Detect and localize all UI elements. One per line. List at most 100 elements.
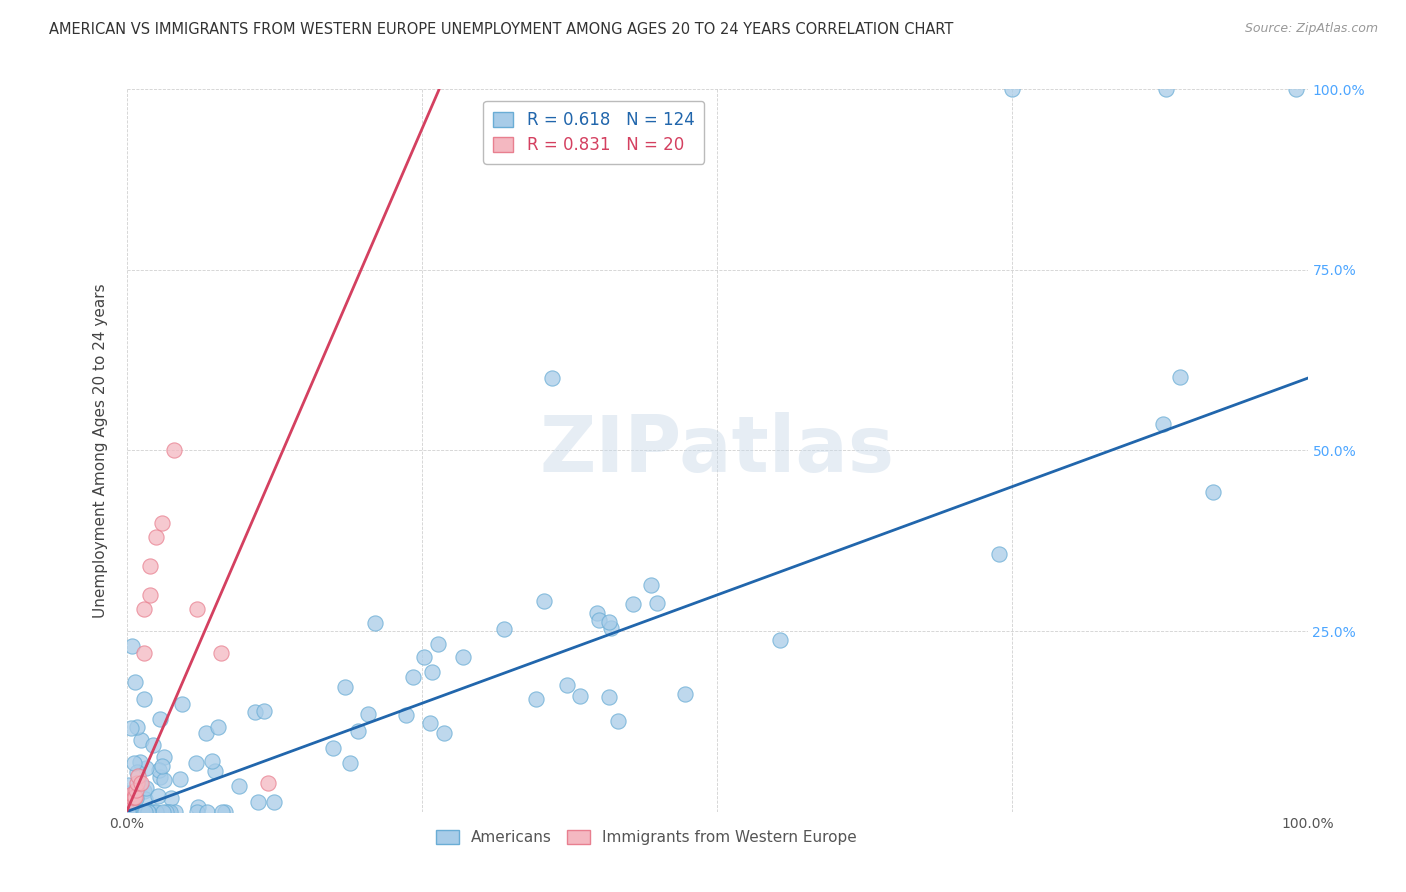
Point [204, 764, 226, 778]
Point [121, 805, 143, 819]
Point [186, 602, 208, 616]
Point [1168, 370, 1191, 384]
Point [121, 639, 143, 653]
Point [134, 784, 156, 798]
Point [121, 787, 143, 801]
Point [153, 773, 176, 788]
Point [117, 778, 139, 792]
Point [598, 615, 620, 629]
Point [186, 800, 208, 814]
Point [149, 712, 172, 726]
Point [1201, 485, 1223, 500]
Point [555, 678, 578, 692]
Point [419, 715, 441, 730]
Point [402, 670, 425, 684]
Point [148, 763, 170, 777]
Point [395, 708, 418, 723]
Y-axis label: Unemployment Among Ages 20 to 24 years: Unemployment Among Ages 20 to 24 years [93, 283, 108, 618]
Point [136, 805, 159, 819]
Point [150, 759, 173, 773]
Point [118, 803, 141, 817]
Point [159, 805, 181, 819]
Point [155, 805, 177, 819]
Point [125, 783, 148, 797]
Point [769, 632, 792, 647]
Point [357, 706, 380, 721]
Point [132, 805, 155, 819]
Point [145, 805, 167, 819]
Point [1152, 417, 1174, 432]
Point [138, 805, 160, 819]
Point [163, 805, 186, 819]
Point [1154, 82, 1177, 96]
Point [134, 791, 156, 805]
Point [141, 805, 163, 819]
Point [247, 795, 270, 809]
Point [209, 646, 232, 660]
Point [172, 697, 194, 711]
Point [169, 772, 191, 786]
Point [122, 805, 145, 819]
Point [117, 805, 139, 819]
Point [145, 530, 167, 544]
Point [124, 674, 146, 689]
Point [427, 637, 450, 651]
Point [139, 805, 162, 819]
Point [127, 769, 149, 783]
Point [152, 805, 174, 819]
Point [245, 705, 267, 719]
Point [124, 756, 146, 770]
Point [163, 443, 186, 458]
Point [494, 622, 516, 636]
Point [1001, 82, 1024, 96]
Point [118, 786, 141, 800]
Point [129, 732, 152, 747]
Point [186, 805, 208, 819]
Point [120, 794, 142, 808]
Point [195, 805, 218, 819]
Point [134, 805, 156, 819]
Point [201, 754, 224, 768]
Point [117, 805, 139, 819]
Point [540, 371, 562, 385]
Point [1285, 82, 1308, 96]
Point [253, 704, 276, 718]
Point [673, 687, 696, 701]
Point [347, 724, 370, 739]
Point [127, 765, 149, 780]
Point [120, 721, 142, 735]
Point [156, 805, 179, 819]
Point [138, 805, 160, 819]
Point [129, 755, 152, 769]
Point [122, 805, 145, 819]
Point [160, 791, 183, 805]
Point [129, 776, 152, 790]
Text: AMERICAN VS IMMIGRANTS FROM WESTERN EUROPE UNEMPLOYMENT AMONG AGES 20 TO 24 YEAR: AMERICAN VS IMMIGRANTS FROM WESTERN EURO… [49, 22, 953, 37]
Text: ZIPatlas: ZIPatlas [540, 412, 894, 489]
Legend: Americans, Immigrants from Western Europe: Americans, Immigrants from Western Europ… [429, 823, 863, 851]
Point [146, 789, 169, 803]
Point [132, 805, 155, 819]
Point [153, 750, 176, 764]
Point [640, 578, 662, 592]
Point [451, 649, 474, 664]
Point [524, 692, 547, 706]
Point [149, 770, 172, 784]
Point [127, 776, 149, 790]
Point [134, 805, 156, 819]
Point [125, 783, 148, 797]
Point [600, 621, 623, 635]
Point [194, 726, 217, 740]
Point [138, 805, 160, 819]
Point [122, 790, 145, 805]
Point [129, 777, 152, 791]
Point [263, 795, 285, 809]
Point [588, 613, 610, 627]
Point [412, 650, 434, 665]
Point [138, 805, 160, 819]
Point [186, 756, 208, 770]
Point [586, 606, 609, 620]
Point [139, 588, 162, 602]
Point [533, 594, 555, 608]
Point [135, 780, 157, 795]
